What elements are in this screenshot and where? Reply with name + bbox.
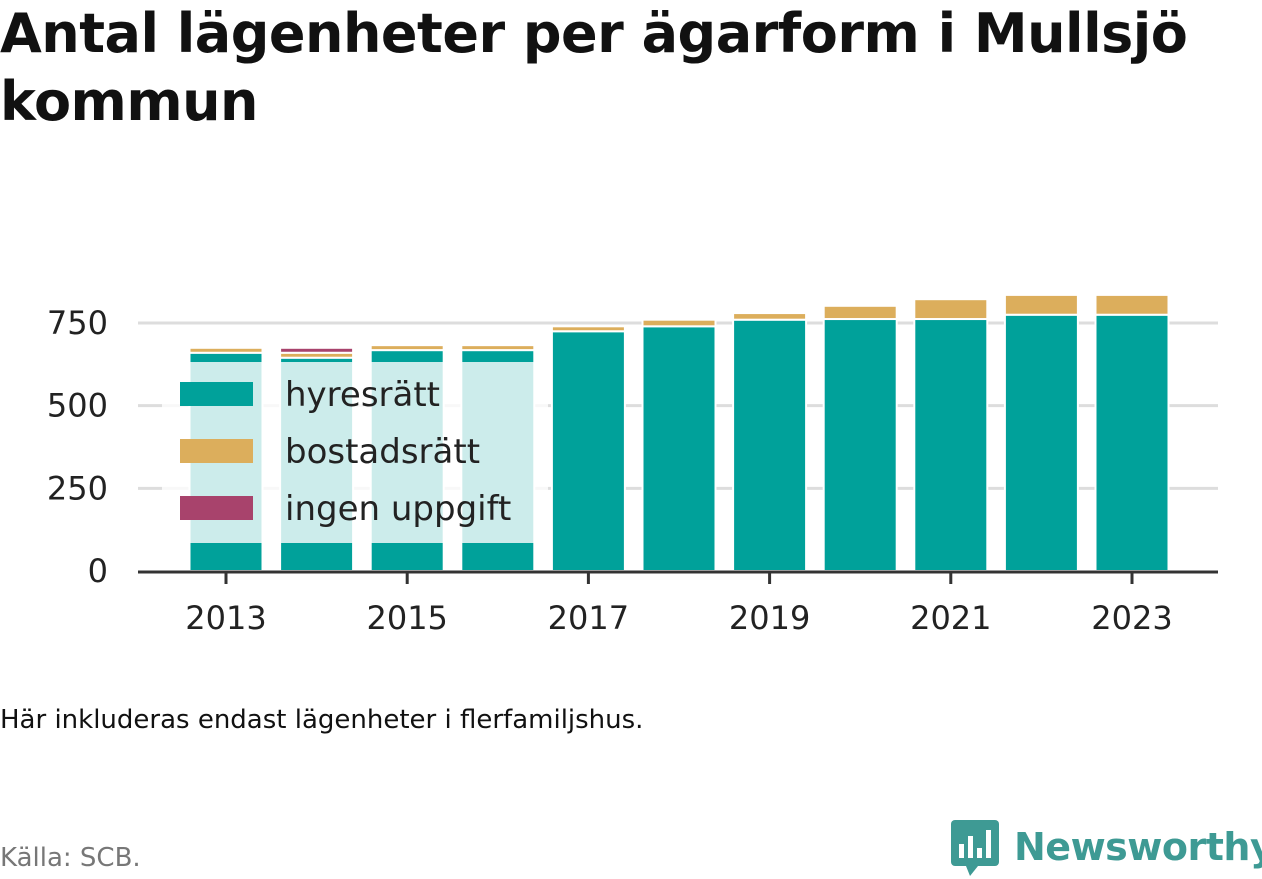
x-tick-label: 2021 — [910, 599, 991, 637]
bar-segment-hyresrätt — [1094, 313, 1170, 572]
bar-segment-bostadsrätt — [369, 344, 445, 352]
bar-segment-bostadsrätt — [1003, 293, 1079, 316]
bar-segment-bostadsrätt — [822, 304, 898, 321]
axes: 0 250 500 750 2013 2015 2017 2019 2021 2023 — [47, 304, 1218, 637]
bar-segment-hyresrätt — [550, 330, 626, 572]
x-tick-label: 2013 — [185, 599, 266, 637]
bar-segment-bostadsrätt — [188, 346, 264, 354]
x-tick-label: 2015 — [366, 599, 447, 637]
legend-swatch — [180, 496, 253, 520]
bar-segment-hyresrätt — [641, 325, 717, 572]
newsworthy-logo-icon — [951, 820, 999, 876]
bar-segment-bostadsrätt — [641, 318, 717, 328]
legend-label: hyresrätt — [285, 375, 440, 415]
legend-swatch — [180, 382, 253, 406]
source-text: Källa: SCB. — [0, 843, 141, 873]
newsworthy-logo: Newsworthy — [950, 816, 1262, 878]
bar-segment-bostadsrätt — [732, 312, 808, 321]
legend-label: bostadsrätt — [285, 432, 480, 472]
bar-segment-hyresrätt — [822, 318, 898, 573]
bar-segment-hyresrätt — [913, 318, 989, 573]
x-tick-label: 2017 — [548, 599, 629, 637]
bar-segment-bostadsrätt — [460, 344, 536, 352]
bar-segment-bostadsrätt — [1094, 293, 1170, 316]
legend-label: ingen uppgift — [285, 489, 511, 529]
y-tick-label: 250 — [47, 469, 108, 507]
x-tick-label: 2023 — [1091, 599, 1172, 637]
x-tick-label: 2019 — [729, 599, 810, 637]
y-tick-label: 500 — [47, 387, 108, 425]
bar-segment-bostadsrätt — [913, 298, 989, 321]
newsworthy-logo-text: Newsworthy — [1014, 825, 1262, 869]
legend-swatch — [180, 439, 253, 463]
y-tick-label: 750 — [47, 304, 108, 342]
bar-segment-hyresrätt — [1003, 313, 1079, 572]
chart-note: Här inkluderas endast lägenheter i flerf… — [0, 705, 644, 735]
y-tick-label: 0 — [88, 552, 108, 590]
bar-segment-ingen-uppgift — [279, 346, 355, 354]
stacked-bar-chart: hyresrätt bostadsrätt ingen uppgift 0 250 50… — [47, 293, 1218, 637]
legend: hyresrätt bostadsrätt ingen uppgift — [162, 362, 548, 543]
bar-segment-hyresrätt — [732, 318, 808, 572]
chart-title: Antal lägenheter per ägarform i Mullsjö … — [0, 2, 1188, 133]
bar-segment-bostadsrätt — [550, 325, 626, 333]
